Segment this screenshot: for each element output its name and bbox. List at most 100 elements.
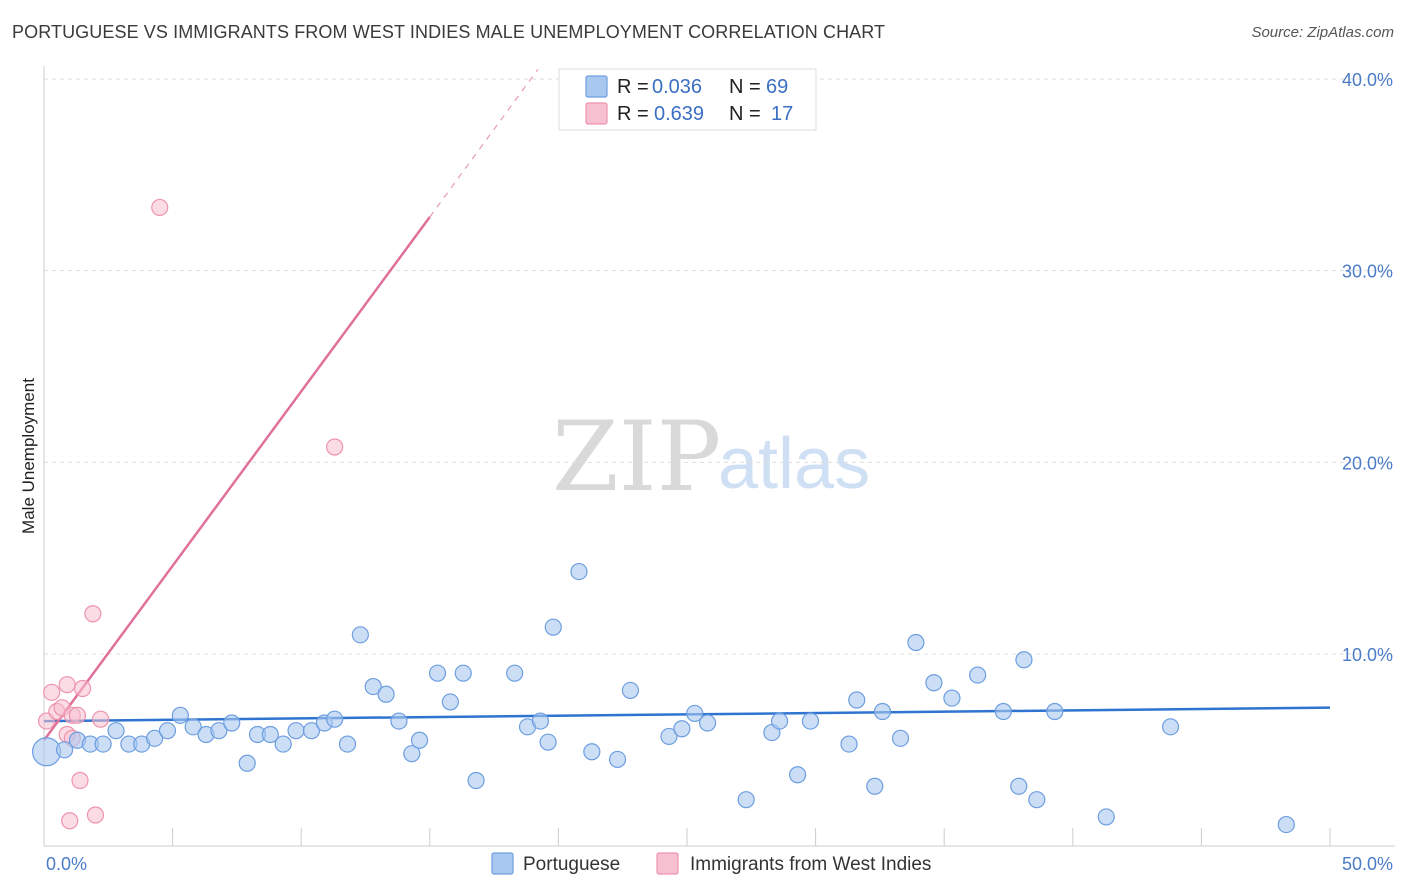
chart-title: PORTUGUESE VS IMMIGRANTS FROM WEST INDIE… — [12, 22, 886, 42]
portuguese-point — [94, 735, 112, 753]
portuguese-point — [377, 685, 395, 703]
legend-r-label-portuguese: R = — [617, 76, 649, 98]
watermark-atlas: atlas — [718, 424, 870, 504]
portuguese-point — [210, 722, 228, 740]
y-tick-label: 10.0% — [1342, 645, 1393, 665]
legend-n-label-west-indies: N = — [729, 103, 761, 125]
west-indies-point — [151, 198, 169, 217]
portuguese-point — [145, 729, 164, 747]
portuguese-point — [1161, 718, 1180, 736]
portuguese-point — [364, 677, 382, 696]
west-indies-point — [61, 812, 79, 830]
portuguese-point — [660, 727, 678, 746]
portuguese-point — [994, 702, 1012, 721]
portuguese-point — [570, 562, 588, 581]
portuguese-point — [943, 689, 961, 707]
x-tick-labels: 0.0% 50.0% — [46, 854, 1393, 874]
legend-r-value-portuguese: 0.036 — [652, 76, 702, 98]
bottom-legend-label-west-indies: Immigrants from West Indies — [690, 854, 931, 875]
portuguese-point — [1097, 808, 1115, 826]
y-tick-label: 30.0% — [1342, 262, 1393, 282]
portuguese-point — [274, 735, 292, 753]
gridlines — [44, 78, 1395, 655]
portuguese-point — [801, 712, 820, 730]
portuguese-point — [238, 754, 256, 772]
portuguese-point — [539, 733, 557, 751]
portuguese-point — [925, 674, 943, 692]
portuguese-point — [737, 791, 755, 809]
portuguese-point — [410, 731, 429, 749]
portuguese-point — [873, 702, 892, 721]
series-legend: Portuguese Immigrants from West Indies — [491, 852, 931, 875]
legend-r-value-west-indies: 0.639 — [654, 103, 704, 125]
source-credit: Source: ZipAtlas.com — [1251, 24, 1394, 41]
portuguese-point — [158, 722, 177, 740]
west-indies-point — [71, 771, 89, 790]
west-indies-points — [37, 198, 344, 830]
portuguese-point — [261, 725, 279, 744]
portuguese-point — [840, 735, 858, 753]
y-tick-labels: 10.0% 20.0% 30.0% 40.0% — [1342, 70, 1393, 665]
portuguese-point — [608, 750, 627, 769]
legend-swatch-west-indies — [585, 102, 608, 125]
portuguese-point — [544, 618, 562, 636]
bottom-legend-label-portuguese: Portuguese — [523, 854, 620, 875]
portuguese-point — [848, 691, 866, 709]
portuguese-point — [788, 766, 807, 784]
portuguese-point — [223, 714, 241, 732]
west-indies-trend-line — [42, 216, 431, 741]
west-indies-point — [84, 605, 102, 623]
legend-n-label-portuguese: N = — [729, 76, 761, 98]
west-indies-point — [73, 679, 92, 698]
portuguese-point — [583, 743, 601, 761]
legend-n-value-west-indies: 17 — [771, 103, 793, 125]
y-axis-title: Male Unemployment — [19, 378, 38, 534]
x-tick-label-max: 50.0% — [1342, 854, 1393, 874]
portuguese-point — [698, 714, 717, 732]
west-indies-trend-extension — [429, 69, 539, 218]
west-indies-point — [91, 710, 110, 728]
portuguese-point — [171, 706, 189, 724]
portuguese-point — [326, 710, 344, 728]
portuguese-point — [907, 633, 925, 652]
portuguese-point — [454, 664, 472, 682]
west-indies-point — [68, 706, 87, 724]
portuguese-point — [428, 664, 447, 682]
portuguese-point — [107, 722, 125, 740]
west-indies-point — [326, 438, 344, 456]
west-indies-point — [86, 806, 105, 824]
legend-n-value-portuguese: 69 — [766, 76, 788, 98]
west-indies-point — [58, 676, 76, 694]
portuguese-point — [866, 777, 884, 795]
portuguese-point — [302, 722, 321, 740]
portuguese-point — [287, 722, 305, 740]
portuguese-points — [31, 562, 1295, 834]
portuguese-point — [891, 729, 910, 747]
portuguese-point — [621, 681, 640, 700]
portuguese-point — [1046, 702, 1064, 721]
portuguese-point — [770, 712, 789, 730]
portuguese-point — [531, 712, 549, 730]
portuguese-point — [351, 626, 369, 644]
bottom-legend-swatch-portuguese — [491, 852, 514, 875]
portuguese-point — [467, 771, 485, 790]
portuguese-point — [390, 712, 408, 730]
west-indies-point — [43, 683, 61, 701]
portuguese-point — [1015, 651, 1033, 669]
y-tick-label: 20.0% — [1342, 453, 1393, 473]
x-tick-label-min: 0.0% — [46, 854, 87, 874]
portuguese-point — [969, 666, 987, 684]
portuguese-point — [184, 718, 202, 736]
portuguese-point — [673, 720, 691, 738]
legend-swatch-portuguese — [585, 75, 608, 98]
portuguese-point — [441, 693, 459, 711]
bottom-legend-swatch-west-indies — [656, 852, 679, 875]
legend-r-label-west-indies: R = — [617, 103, 649, 125]
portuguese-point — [338, 735, 357, 753]
portuguese-point — [506, 664, 524, 682]
y-tick-label: 40.0% — [1342, 70, 1393, 90]
watermark-zip: ZIP — [552, 401, 721, 513]
portuguese-point — [55, 741, 74, 759]
portuguese-point — [1028, 791, 1046, 809]
